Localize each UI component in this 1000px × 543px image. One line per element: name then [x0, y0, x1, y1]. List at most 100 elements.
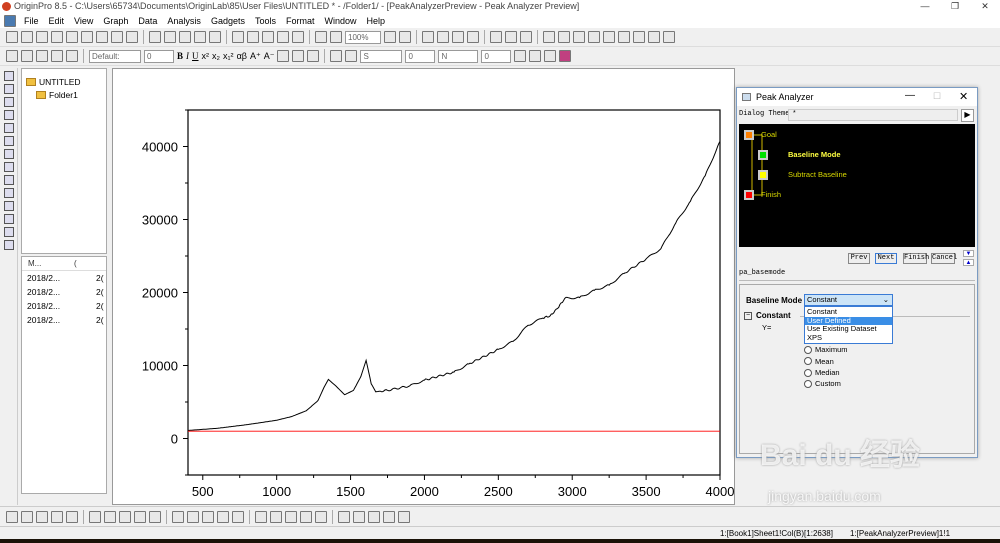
- step-node-3[interactable]: [744, 190, 754, 200]
- ternary-plot-icon[interactable]: [300, 510, 312, 523]
- save-template-icon[interactable]: [209, 31, 221, 43]
- new-graph-icon[interactable]: [66, 31, 78, 43]
- dialog-minimize-button[interactable]: —: [905, 90, 915, 101]
- layer-contents-icon[interactable]: [66, 50, 78, 62]
- collapse-up-icon[interactable]: ▲: [963, 259, 974, 266]
- layer-icon[interactable]: [21, 50, 33, 62]
- font-select[interactable]: Default:: [89, 49, 141, 63]
- polar-plot-icon[interactable]: [149, 510, 161, 523]
- grid-icon[interactable]: [529, 50, 542, 62]
- menu-format[interactable]: Format: [285, 15, 315, 26]
- underline-button[interactable]: U: [192, 51, 199, 61]
- prev-button[interactable]: Prev: [848, 253, 870, 264]
- line-color-icon[interactable]: [345, 50, 358, 62]
- batch-icon[interactable]: [292, 31, 304, 43]
- screen-reader-tool-icon[interactable]: [4, 123, 14, 133]
- new-matrix-icon[interactable]: [81, 31, 93, 43]
- template-plot-icon[interactable]: [202, 510, 214, 523]
- open-icon[interactable]: [149, 31, 161, 43]
- table-icon[interactable]: [663, 31, 675, 43]
- menu-analysis[interactable]: Analysis: [167, 15, 201, 26]
- zoom-select[interactable]: 100%: [345, 30, 381, 44]
- menu-file[interactable]: File: [24, 15, 39, 26]
- scatter-plot-icon[interactable]: [21, 510, 33, 523]
- dropdown-option[interactable]: Constant: [807, 307, 838, 316]
- contour-plot-icon[interactable]: [187, 510, 199, 523]
- menu-help[interactable]: Help: [366, 15, 386, 26]
- supersubscript-button[interactable]: x₁²: [223, 51, 234, 61]
- superscript-button[interactable]: x²: [201, 51, 210, 61]
- add-layer-plot-icon[interactable]: [398, 510, 410, 523]
- export-icon[interactable]: [384, 31, 396, 43]
- save-icon[interactable]: [194, 31, 206, 43]
- cancel-button[interactable]: Cancel: [931, 253, 958, 264]
- new-layout-icon[interactable]: [111, 31, 123, 43]
- multi-panel-plot-icon[interactable]: [353, 510, 365, 523]
- menu-graph[interactable]: Graph: [103, 15, 129, 26]
- table-icon[interactable]: [544, 50, 557, 62]
- timer-icon[interactable]: [648, 31, 660, 43]
- radio-custom[interactable]: Custom: [804, 378, 848, 389]
- theme-menu-button[interactable]: ▶: [961, 109, 974, 122]
- step-label[interactable]: Baseline Mode: [788, 150, 841, 159]
- menu-data[interactable]: Data: [138, 15, 158, 26]
- dropdown-option[interactable]: User Defined: [805, 316, 892, 325]
- step-node-2[interactable]: [758, 170, 768, 180]
- radio-maximum[interactable]: Maximum: [804, 344, 848, 355]
- bold-button[interactable]: B: [177, 51, 184, 61]
- decrease-font-button[interactable]: A⁻: [263, 50, 275, 61]
- tree-root[interactable]: UNTITLED: [26, 75, 106, 88]
- arrow-tool-icon[interactable]: [4, 188, 14, 198]
- zoom-select-icon[interactable]: [315, 31, 327, 43]
- merge-icon[interactable]: [618, 31, 630, 43]
- line-plot-icon[interactable]: [6, 510, 18, 523]
- stacked-plot-icon[interactable]: [66, 510, 78, 523]
- dialog-close-button[interactable]: ✕: [959, 91, 969, 103]
- pattern-icon[interactable]: [514, 50, 527, 62]
- histogram-plot-icon[interactable]: [270, 510, 282, 523]
- list-icon[interactable]: [633, 31, 645, 43]
- new-workbook-icon[interactable]: [36, 31, 48, 43]
- layer-icon[interactable]: [588, 31, 600, 43]
- dialog-theme-field[interactable]: *: [788, 109, 958, 121]
- list-item[interactable]: 2018/2... 2(: [22, 271, 106, 285]
- dropdown-option[interactable]: Use Existing Dataset: [807, 324, 877, 333]
- list-item[interactable]: 2018/2... 2(: [22, 299, 106, 313]
- baseline-mode-select[interactable]: Constant ⌄: [804, 294, 893, 306]
- axis-left-icon[interactable]: [558, 31, 570, 43]
- dropdown-option[interactable]: XPS: [807, 332, 823, 342]
- line-symbol-plot-icon[interactable]: [36, 510, 48, 523]
- dialog-maximize-button[interactable]: ☐: [933, 91, 942, 101]
- add-column-icon[interactable]: [505, 31, 517, 43]
- column-header-name[interactable]: M...: [28, 259, 42, 268]
- restore-button[interactable]: ❐: [950, 1, 960, 11]
- fill-area-plot-icon[interactable]: [134, 510, 146, 523]
- data-selector-tool-icon[interactable]: [4, 136, 14, 146]
- list-item[interactable]: 2018/2... 2(: [22, 285, 106, 299]
- import-wizard-icon[interactable]: [232, 31, 244, 43]
- font-size-select[interactable]: 0: [144, 49, 174, 63]
- menu-view[interactable]: View: [74, 15, 94, 26]
- digitizer-icon[interactable]: [520, 31, 532, 43]
- line-width-select[interactable]: 0: [405, 49, 436, 63]
- mask-icon[interactable]: [559, 50, 572, 62]
- extract-plot-icon[interactable]: [368, 510, 380, 523]
- collapse-section-icon[interactable]: −: [744, 312, 752, 320]
- graph-arrange-icon[interactable]: [603, 31, 615, 43]
- open-excel-icon[interactable]: [179, 31, 191, 43]
- menu-gadgets[interactable]: Gadgets: [210, 15, 245, 26]
- zoom-out-tool-icon[interactable]: [4, 97, 14, 107]
- pointer-tool-icon[interactable]: [4, 71, 14, 81]
- menu-edit[interactable]: Edit: [48, 15, 65, 26]
- greek-button[interactable]: αβ: [236, 51, 247, 61]
- new-project-icon[interactable]: [6, 31, 18, 43]
- region-select-tool-icon[interactable]: [4, 162, 14, 172]
- tree-folder1[interactable]: Folder1: [36, 88, 106, 101]
- import-ascii-icon[interactable]: [247, 31, 259, 43]
- italic-button[interactable]: I: [186, 51, 190, 61]
- column-plot-icon[interactable]: [51, 510, 63, 523]
- draw-data-tool-icon[interactable]: [4, 149, 14, 159]
- minimize-button[interactable]: —: [920, 1, 930, 11]
- increase-font-button[interactable]: A⁺: [249, 50, 261, 61]
- pin-icon[interactable]: [51, 50, 63, 62]
